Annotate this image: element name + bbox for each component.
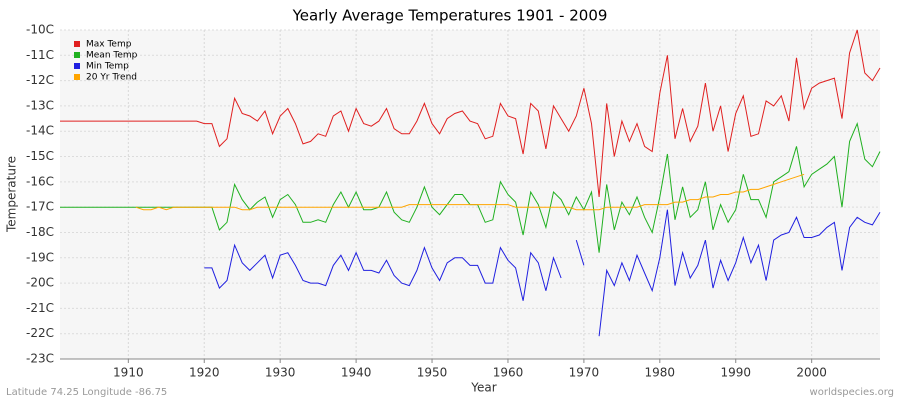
legend-label: Max Temp (86, 40, 132, 50)
legend-swatch (74, 63, 80, 69)
chart-title: Yearly Average Temperatures 1901 - 2009 (292, 7, 608, 25)
y-tick-label: -23C (26, 352, 54, 366)
x-axis-label: Year (470, 381, 496, 395)
plot-area (60, 30, 880, 359)
legend-swatch (74, 52, 80, 58)
y-tick-label: -20C (26, 276, 54, 290)
series-line (204, 209, 881, 337)
x-tick-label: 1930 (265, 366, 296, 380)
y-tick-label: -22C (26, 326, 54, 340)
y-axis-label: Temperature (5, 156, 19, 233)
x-tick-label: 1910 (113, 366, 144, 380)
footer-right: worldspecies.org (810, 387, 894, 398)
x-tick-label: 1960 (493, 366, 524, 380)
series-line (135, 173, 805, 211)
y-tick-label: -15C (26, 149, 54, 163)
y-tick-label: -13C (26, 98, 54, 112)
y-tick-label: -21C (26, 301, 54, 315)
y-tick-label: -19C (26, 250, 54, 264)
x-tick-label: 1940 (341, 366, 372, 380)
x-tick-label: 1920 (189, 366, 220, 380)
legend-label: Min Temp (86, 62, 129, 72)
y-tick-label: -11C (26, 48, 54, 62)
footer-left: Latitude 74.25 Longitude -86.75 (6, 387, 167, 398)
y-tick-label: -14C (26, 124, 54, 138)
x-tick-label: 1950 (417, 366, 448, 380)
lines (60, 29, 881, 337)
x-tick-label: 1980 (645, 366, 676, 380)
grid: -10C -11C -12C -13C -14C -15C -16C -17C -18C -19C… (26, 23, 880, 380)
legend-label: 20 Yr Trend (86, 73, 137, 83)
y-tick-label: -10C (26, 23, 54, 37)
legend-swatch (74, 41, 80, 47)
legend-label: Mean Temp (86, 51, 138, 61)
y-tick-label: -17C (26, 200, 54, 214)
series-line (60, 29, 881, 198)
x-tick-label: 2000 (796, 366, 827, 380)
x-tick-label: 1990 (720, 366, 751, 380)
y-tick-label: -12C (26, 73, 54, 87)
y-tick-label: -18C (26, 225, 54, 239)
y-tick-label: -16C (26, 174, 54, 188)
legend-swatch (74, 74, 80, 80)
x-tick-label: 1970 (569, 366, 600, 380)
